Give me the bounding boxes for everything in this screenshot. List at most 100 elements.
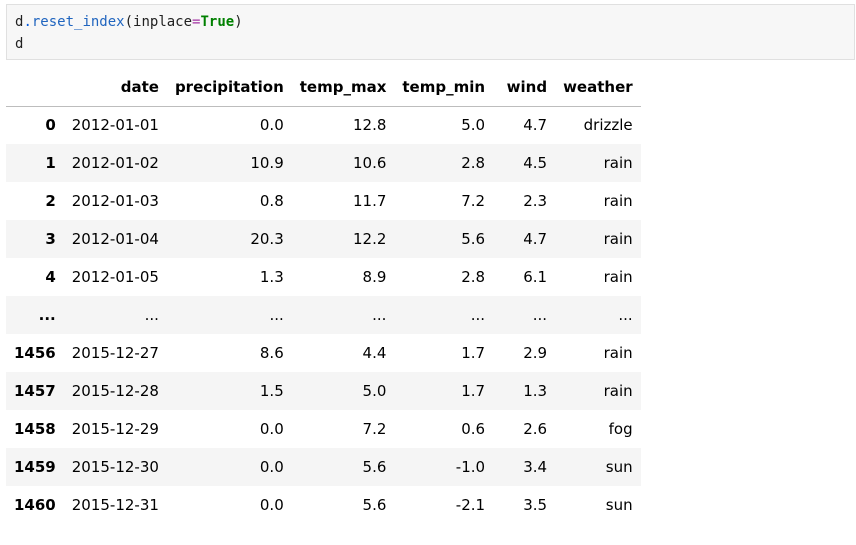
header-weather: weather	[555, 68, 641, 107]
cell-index: 1458	[14, 420, 56, 438]
code-arg-name: inplace	[133, 14, 193, 30]
cell-temp-max: 4.4	[362, 344, 387, 362]
cell-temp-max: 10.6	[352, 154, 387, 172]
cell-precipitation: 0.0	[259, 116, 284, 135]
cell-temp-max: 5.6	[362, 496, 387, 514]
cell-wind: 2.6	[523, 420, 548, 438]
header-temp-min: temp_min	[394, 68, 494, 107]
cell-temp-max: 12.8	[352, 116, 387, 135]
cell-temp-min: 0.6	[461, 420, 486, 438]
cell-weather: fog	[608, 420, 633, 438]
cell-index: 1460	[14, 496, 56, 514]
cell-temp-min: -1.0	[455, 458, 486, 476]
cell-weather: sun	[605, 496, 633, 514]
cell-temp-min: ...	[470, 306, 486, 324]
code-close-paren: )	[234, 14, 243, 30]
cell-temp-min: 5.0	[461, 116, 486, 135]
cell-wind: 4.7	[523, 116, 548, 135]
table-row: 1456 2015-12-27 8.6 4.4 1.7 2.9 rain	[6, 334, 641, 372]
cell-temp-min: 2.8	[461, 154, 486, 172]
cell-index: 1457	[14, 382, 56, 400]
code-equals: =	[192, 14, 201, 30]
table-body: 0 2012-01-01 0.0 12.8 5.0 4.7 drizzle 1 2012-01-…	[6, 106, 641, 524]
cell-index: ...	[38, 306, 56, 324]
cell-wind: 4.7	[523, 230, 548, 248]
code-object: d	[15, 14, 24, 30]
table-row: 1459 2015-12-30 0.0 5.6 -1.0 3.4 sun	[6, 448, 641, 486]
cell-date: ...	[144, 306, 159, 324]
dataframe-table: date precipitation temp_max temp_min win…	[6, 68, 641, 524]
header-temp-max: temp_max	[291, 68, 395, 107]
header-date: date	[63, 68, 167, 107]
cell-temp-max: 5.0	[362, 382, 387, 400]
cell-precipitation: 20.3	[250, 230, 284, 248]
cell-index: 4	[45, 268, 56, 286]
cell-weather: rain	[603, 154, 633, 172]
cell-precipitation: 0.0	[259, 420, 284, 438]
cell-temp-min: 7.2	[461, 192, 486, 210]
code-method: reset_index	[31, 14, 125, 30]
table-row: .....................	[6, 296, 641, 334]
cell-date: 2015-12-31	[71, 496, 159, 514]
cell-wind: 3.5	[523, 496, 548, 514]
table-row: 3 2012-01-04 20.3 12.2 5.6 4.7 rain	[6, 220, 641, 258]
cell-temp-max: 12.2	[352, 230, 387, 248]
table-row: 1460 2015-12-31 0.0 5.6 -2.1 3.5 sun	[6, 486, 641, 524]
cell-temp-max: 8.9	[362, 268, 387, 286]
cell-temp-max: ...	[372, 306, 387, 324]
cell-temp-min: 5.6	[461, 230, 486, 248]
cell-weather: ...	[618, 306, 633, 324]
cell-temp-max: 5.6	[362, 458, 387, 476]
table-header-row: date precipitation temp_max temp_min win…	[6, 68, 641, 107]
cell-index: 0	[45, 116, 56, 135]
cell-index: 2	[45, 192, 56, 210]
cell-date: 2012-01-03	[71, 192, 159, 210]
cell-date: 2015-12-27	[71, 344, 159, 362]
code-dot: .	[23, 14, 32, 30]
cell-date: 2012-01-04	[71, 230, 159, 248]
header-index	[6, 68, 64, 107]
cell-precipitation: 1.5	[259, 382, 284, 400]
header-wind: wind	[493, 68, 556, 107]
cell-precipitation: ...	[269, 306, 284, 324]
cell-weather: rain	[603, 268, 633, 286]
cell-precipitation: 0.0	[259, 496, 284, 514]
cell-wind: 2.9	[523, 344, 548, 362]
cell-index: 1459	[14, 458, 56, 476]
cell-precipitation: 1.3	[259, 268, 284, 286]
cell-output: date precipitation temp_max temp_min win…	[6, 68, 641, 524]
cell-index: 1	[45, 154, 56, 172]
table-row: 1458 2015-12-29 0.0 7.2 0.6 2.6 fog	[6, 410, 641, 448]
cell-precipitation: 8.6	[259, 344, 284, 362]
cell-date: 2012-01-02	[71, 154, 159, 172]
cell-wind: ...	[532, 306, 548, 324]
table-row: 2 2012-01-03 0.8 11.7 7.2 2.3 rain	[6, 182, 641, 220]
code-line-2: d	[15, 36, 24, 52]
cell-date: 2012-01-05	[71, 268, 159, 286]
cell-wind: 6.1	[523, 268, 548, 286]
code-cell-input[interactable]: d.reset_index(inplace=True) d	[6, 4, 855, 60]
cell-date: 2012-01-01	[71, 116, 159, 135]
cell-date: 2015-12-29	[71, 420, 159, 438]
cell-weather: rain	[603, 382, 633, 400]
cell-date: 2015-12-28	[71, 382, 159, 400]
cell-wind: 2.3	[523, 192, 548, 210]
table-row: 0 2012-01-01 0.0 12.8 5.0 4.7 drizzle	[6, 106, 641, 144]
code-open-paren: (	[124, 14, 134, 30]
cell-index: 1456	[14, 344, 56, 362]
cell-precipitation: 0.8	[259, 192, 284, 210]
code-arg-value: True	[200, 14, 235, 30]
cell-index: 3	[45, 230, 56, 248]
cell-weather: drizzle	[583, 116, 633, 135]
cell-weather: rain	[603, 192, 633, 210]
cell-precipitation: 10.9	[250, 154, 284, 172]
header-precipitation: precipitation	[166, 68, 292, 107]
cell-wind: 1.3	[523, 382, 548, 400]
cell-temp-min: 1.7	[461, 382, 486, 400]
cell-temp-min: 1.7	[461, 344, 486, 362]
cell-temp-max: 7.2	[362, 420, 387, 438]
cell-temp-min: 2.8	[461, 268, 486, 286]
table-row: 1457 2015-12-28 1.5 5.0 1.7 1.3 rain	[6, 372, 641, 410]
cell-temp-min: -2.1	[455, 496, 486, 514]
cell-wind: 4.5	[523, 154, 548, 172]
